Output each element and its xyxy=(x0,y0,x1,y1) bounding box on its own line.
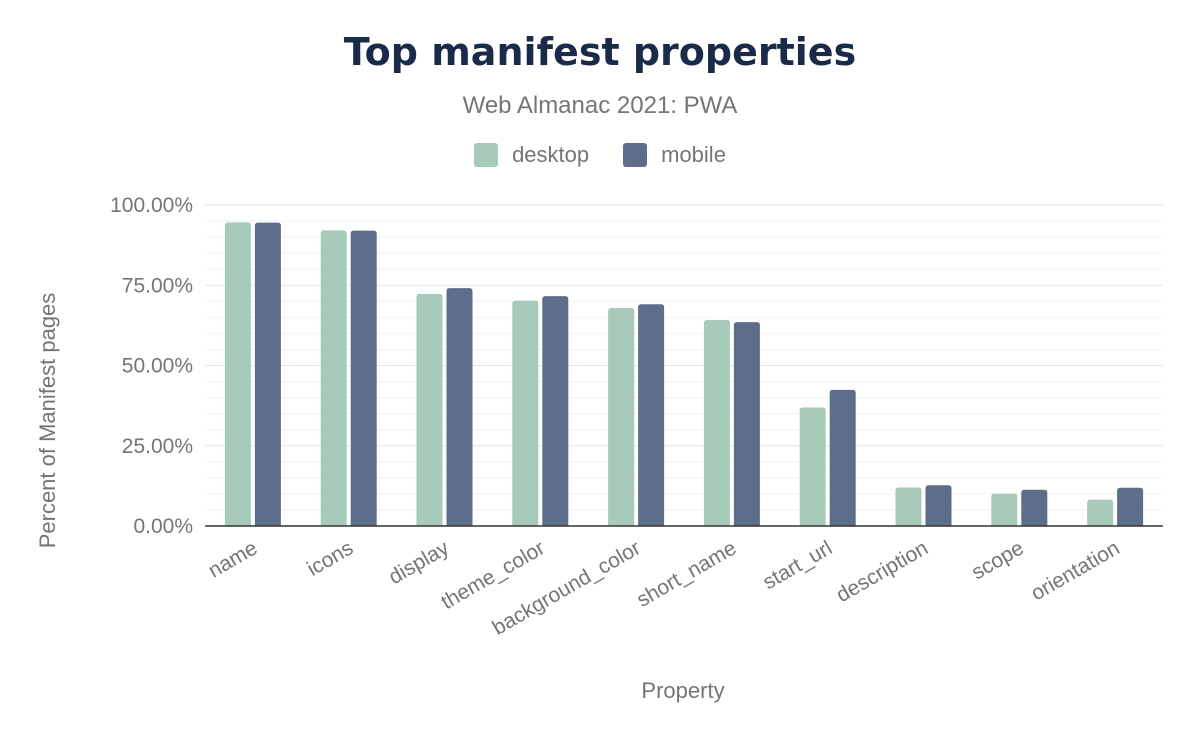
x-tick-label: name xyxy=(204,536,261,582)
legend-swatch-desktop xyxy=(474,143,499,167)
legend-item-desktop[interactable]: desktop xyxy=(474,142,589,168)
legend-label-desktop: desktop xyxy=(512,142,590,167)
legend-swatch-mobile xyxy=(623,143,648,167)
chart-legend: desktop mobile xyxy=(0,142,1200,168)
y-tick-label: 75.00% xyxy=(122,274,193,297)
bar-desktop-background_color xyxy=(608,308,635,526)
y-tick-label: 25.00% xyxy=(122,435,193,458)
bar-desktop-description xyxy=(895,487,922,526)
x-tick-label: scope xyxy=(968,536,1028,584)
bar-mobile-background_color xyxy=(638,304,665,526)
bar-desktop-start_url xyxy=(799,407,826,526)
y-tick-label: 100.00% xyxy=(110,194,193,217)
x-tick-label: short_name xyxy=(633,536,741,611)
bar-desktop-orientation xyxy=(1087,499,1114,526)
x-tick-label: description xyxy=(833,536,932,607)
bar-mobile-icons xyxy=(350,230,377,526)
x-tick-label: orientation xyxy=(1027,536,1123,605)
bar-mobile-scope xyxy=(1021,489,1048,526)
bar-mobile-description xyxy=(925,485,952,526)
chart-title: Top manifest properties xyxy=(343,30,857,74)
chart-subtitle: Web Almanac 2021: PWA xyxy=(462,92,738,119)
y-tick-label: 50.00% xyxy=(122,355,193,378)
y-tick-label: 0.00% xyxy=(133,515,193,538)
bar-mobile-name xyxy=(254,222,281,526)
bar-desktop-display xyxy=(416,293,443,526)
bar-mobile-orientation xyxy=(1117,487,1144,526)
bar-mobile-theme_color xyxy=(542,296,569,526)
x-tick-label: icons xyxy=(303,536,357,580)
bar-mobile-short_name xyxy=(733,322,760,526)
bar-desktop-name xyxy=(224,222,251,527)
bar-desktop-scope xyxy=(991,493,1018,526)
y-axis-title: Percent of Manifest pages xyxy=(35,293,60,549)
bar-desktop-short_name xyxy=(703,319,730,526)
bar-mobile-start_url xyxy=(829,389,856,526)
x-tick-label: start_url xyxy=(759,536,836,594)
bar-desktop-icons xyxy=(320,230,347,526)
x-tick-label: display xyxy=(385,536,454,589)
bar-desktop-theme_color xyxy=(512,300,539,526)
legend-item-mobile[interactable]: mobile xyxy=(623,142,726,168)
bar-mobile-display xyxy=(446,288,473,526)
legend-label-mobile: mobile xyxy=(661,142,726,167)
x-axis-title: Property xyxy=(641,678,724,703)
